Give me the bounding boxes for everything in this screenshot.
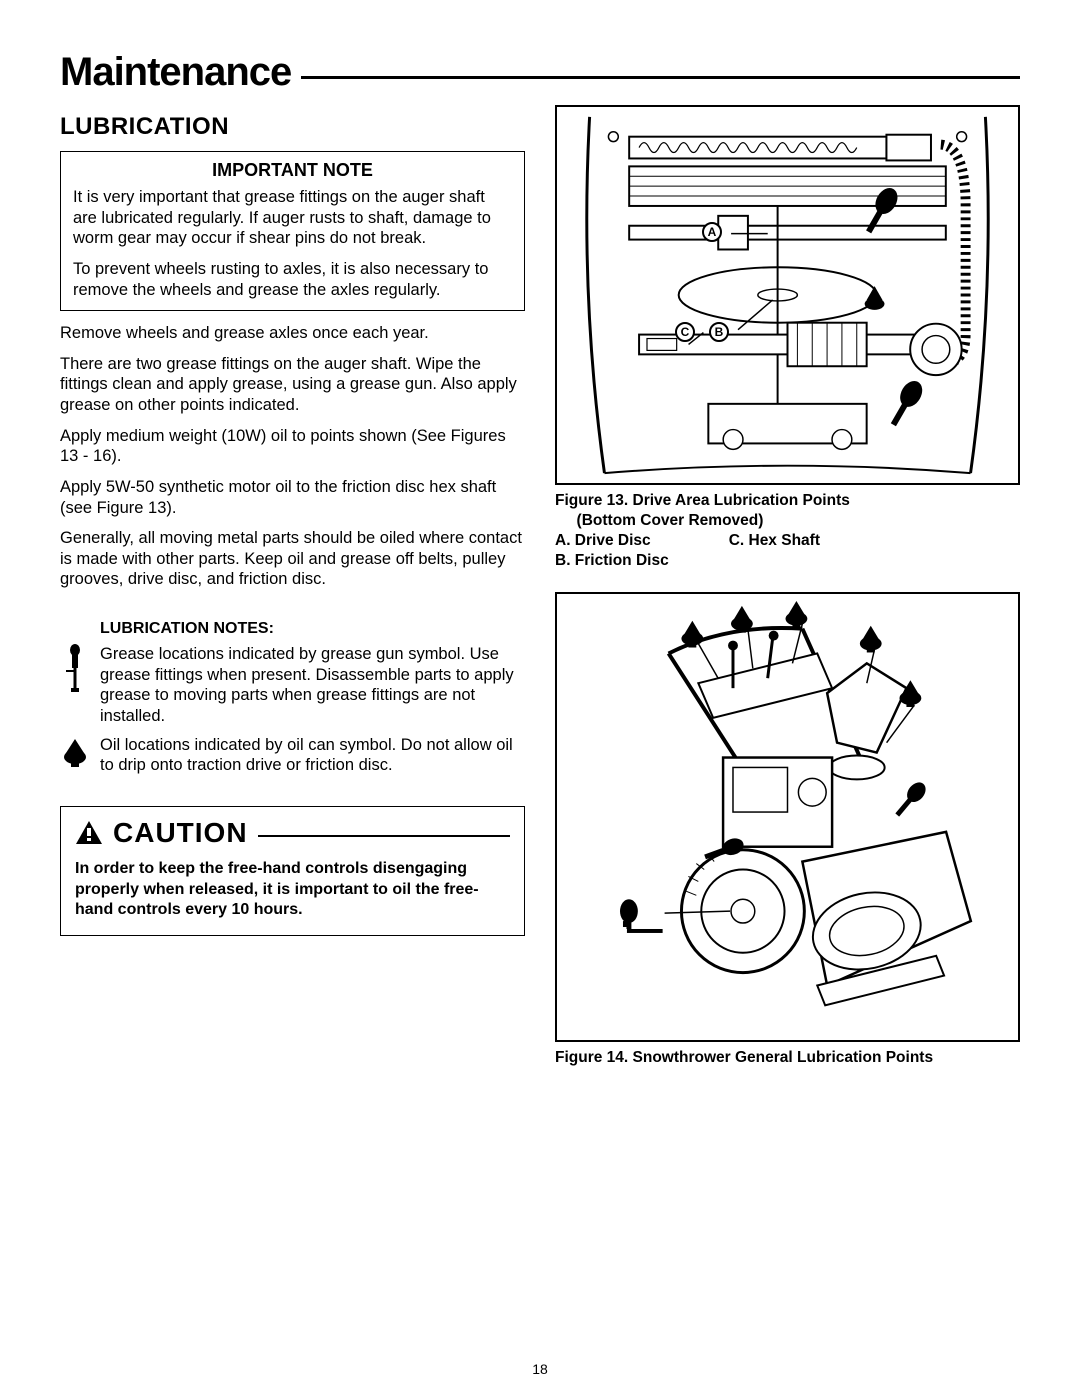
figure-14-caption: Figure 14. Snowthrower General Lubricati…	[555, 1048, 1020, 1068]
fig13-caption-l2: (Bottom Cover Removed)	[577, 512, 764, 529]
oil-note-row: Oil locations indicated by oil can symbo…	[60, 735, 525, 776]
oil-can-icon	[60, 735, 90, 776]
important-note-p2: To prevent wheels rusting to axles, it i…	[73, 259, 512, 300]
important-note-p1: It is very important that grease fitting…	[73, 187, 512, 249]
page: Maintenance LUBRICATION IMPORTANT NOTE I…	[0, 0, 1080, 1397]
figure-14-illustration	[557, 594, 1018, 1040]
caution-header: CAUTION	[75, 817, 510, 849]
page-header: Maintenance	[60, 50, 1020, 95]
fig13-caption-l1: Figure 13. Drive Area Lubrication Points	[555, 492, 850, 509]
caution-text: In order to keep the free-hand controls …	[75, 859, 510, 921]
figure-13-caption: Figure 13. Drive Area Lubrication Points…	[555, 491, 1020, 572]
body-p5: Generally, all moving metal parts should…	[60, 528, 525, 590]
grease-note-row: Grease locations indicated by grease gun…	[60, 644, 525, 727]
body-p2: There are two grease fittings on the aug…	[60, 354, 525, 416]
fig13-legend: A. Drive Disc B. Friction Disc C. Hex Sh…	[555, 531, 1020, 571]
header-title: Maintenance	[60, 50, 301, 95]
fig13-legend-c: C. Hex Shaft	[729, 532, 820, 549]
lubrication-notes-title: LUBRICATION NOTES:	[100, 620, 525, 638]
left-column: LUBRICATION IMPORTANT NOTE It is very im…	[60, 105, 525, 1068]
grease-note-text: Grease locations indicated by grease gun…	[100, 644, 525, 727]
body-p4: Apply 5W-50 synthetic motor oil to the f…	[60, 477, 525, 518]
fig13-legend-a: A. Drive Disc	[555, 532, 651, 549]
figure-14-box	[555, 592, 1020, 1042]
figure-13-box: A B C	[555, 105, 1020, 485]
grease-gun-icon	[60, 644, 90, 727]
body-p1: Remove wheels and grease axles once each…	[60, 323, 525, 344]
fig13-label-b: B	[709, 322, 729, 342]
columns: LUBRICATION IMPORTANT NOTE It is very im…	[60, 105, 1020, 1068]
oil-note-text: Oil locations indicated by oil can symbo…	[100, 735, 525, 776]
caution-word: CAUTION	[113, 817, 248, 849]
fig13-label-a: A	[702, 222, 722, 242]
fig13-label-c: C	[675, 322, 695, 342]
right-column: A B C Figure 13. Drive Area Lubrication …	[555, 105, 1020, 1068]
caution-box: CAUTION In order to keep the free-hand c…	[60, 806, 525, 936]
warning-triangle-icon	[75, 820, 103, 846]
header-rule	[301, 76, 1020, 79]
caution-rule	[258, 835, 510, 837]
body-p3: Apply medium weight (10W) oil to points …	[60, 426, 525, 467]
important-note-box: IMPORTANT NOTE It is very important that…	[60, 151, 525, 311]
figure-13-illustration	[557, 107, 1018, 483]
fig13-legend-b: B. Friction Disc	[555, 552, 669, 569]
section-title: LUBRICATION	[60, 113, 525, 141]
important-note-title: IMPORTANT NOTE	[73, 160, 512, 181]
page-number: 18	[0, 1361, 1080, 1377]
